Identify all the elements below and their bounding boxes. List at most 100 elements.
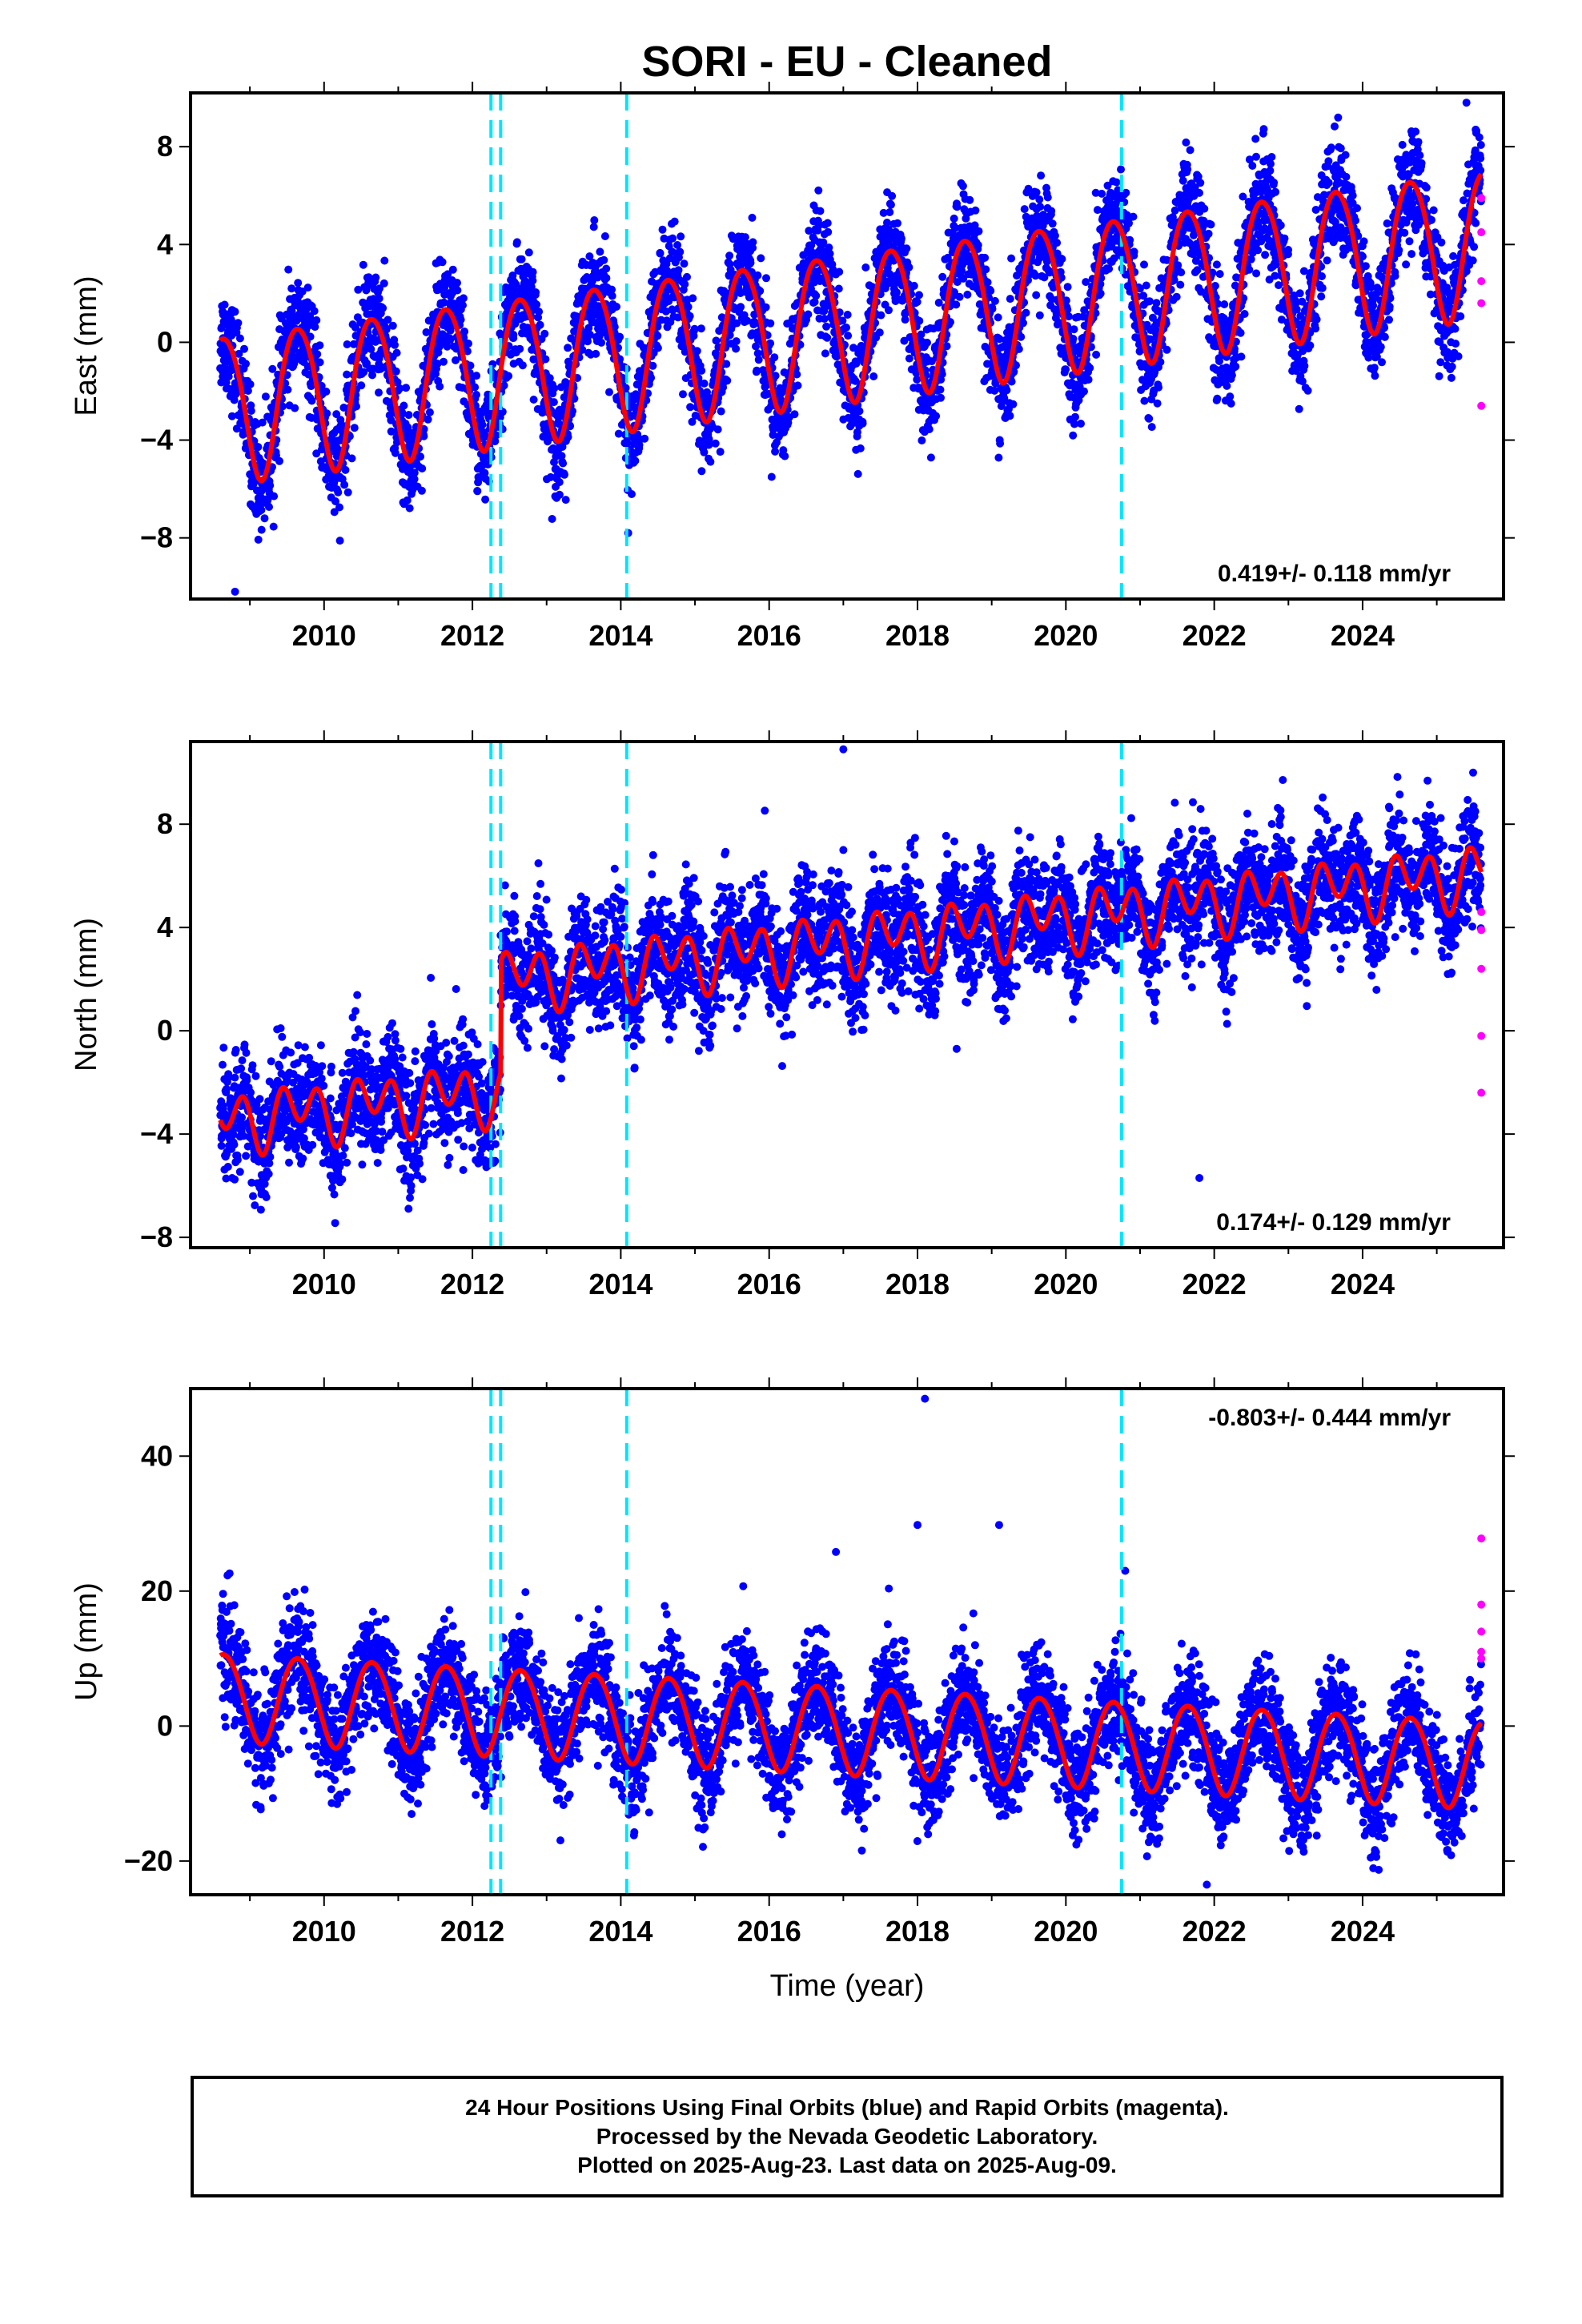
final-orbit-point <box>648 361 657 370</box>
final-orbit-point <box>269 522 278 531</box>
final-orbit-point <box>1342 172 1351 181</box>
final-orbit-point <box>550 384 559 392</box>
final-orbit-point <box>383 316 392 324</box>
final-orbit-point <box>725 331 734 340</box>
final-orbit-point <box>825 249 834 258</box>
final-orbit-point <box>1062 365 1070 374</box>
final-orbit-point <box>260 514 269 523</box>
final-orbit-point <box>835 267 844 276</box>
final-orbit-point <box>570 394 579 403</box>
final-orbit-point <box>1359 237 1368 246</box>
final-orbit-point <box>434 348 443 357</box>
final-orbit-point <box>1191 183 1199 191</box>
final-orbit-point <box>946 318 954 327</box>
final-orbit-point <box>444 270 452 279</box>
final-orbit-point <box>1351 216 1359 225</box>
final-orbit-point <box>725 251 734 260</box>
final-orbit-point <box>994 313 1002 322</box>
final-orbit-point <box>781 452 789 460</box>
final-orbit-point <box>1311 324 1320 333</box>
final-orbit-point <box>741 233 749 242</box>
final-orbit-point <box>1280 234 1289 243</box>
final-orbit-point <box>683 272 691 281</box>
final-orbit-point <box>988 304 997 313</box>
final-orbit-point <box>1324 179 1333 187</box>
final-orbit-point <box>1112 178 1121 187</box>
final-orbit-point <box>512 280 520 289</box>
final-orbit-point <box>756 287 765 296</box>
final-orbit-point <box>234 319 243 328</box>
final-orbit-point <box>1182 138 1191 147</box>
final-orbit-point <box>371 273 380 282</box>
final-orbit-point <box>303 362 312 371</box>
final-orbit-point <box>690 324 699 333</box>
final-orbit-point <box>858 419 867 428</box>
final-orbit-point <box>822 322 831 331</box>
final-orbit-point <box>995 335 1004 344</box>
final-orbit-point <box>352 402 360 411</box>
final-orbit-point <box>403 496 412 505</box>
final-orbit-point <box>548 515 556 523</box>
final-orbit-point <box>697 324 705 333</box>
final-orbit-point <box>546 472 555 481</box>
final-orbit-point <box>446 326 455 335</box>
final-orbit-point <box>1117 165 1125 174</box>
final-orbit-point <box>1317 292 1326 301</box>
final-orbit-point <box>1093 206 1102 215</box>
final-orbit-point <box>404 411 413 420</box>
final-orbit-point <box>231 308 239 316</box>
final-orbit-point <box>1080 306 1089 315</box>
final-orbit-point <box>757 254 765 263</box>
final-orbit-point <box>1236 328 1245 337</box>
final-orbit-point <box>981 253 990 262</box>
final-orbit-point <box>600 255 608 264</box>
final-orbit-point <box>1040 273 1049 282</box>
final-orbit-point <box>1174 261 1182 270</box>
final-orbit-point <box>900 336 909 345</box>
final-orbit-point <box>746 259 755 267</box>
final-orbit-point <box>658 225 667 234</box>
final-orbit-point <box>1331 122 1339 131</box>
final-orbit-point <box>568 407 576 416</box>
final-orbit-point <box>1298 377 1307 386</box>
final-orbit-point <box>1063 283 1072 292</box>
final-orbit-point <box>1299 267 1308 275</box>
final-orbit-point <box>532 288 540 296</box>
final-orbit-point <box>472 372 481 380</box>
final-orbit-point <box>1226 392 1235 401</box>
final-orbit-point <box>1270 179 1279 187</box>
final-orbit-point <box>901 316 909 324</box>
final-orbit-point <box>743 316 752 325</box>
final-orbit-point <box>705 435 713 444</box>
final-orbit-point <box>1313 193 1322 202</box>
final-orbit-point <box>886 200 895 209</box>
panel-east: 2010 2012 2014 2016 2018 2020 2022 2024840−4−8E… <box>70 82 1515 652</box>
final-orbit-point <box>1129 212 1138 221</box>
final-orbit-point <box>812 292 821 300</box>
final-orbit-point <box>909 281 918 290</box>
final-orbit-point <box>754 356 763 364</box>
final-orbit-point <box>605 388 613 396</box>
final-orbit-point <box>242 360 250 368</box>
final-orbit-point <box>463 347 472 356</box>
final-orbit-point <box>875 328 884 337</box>
final-orbit-point <box>343 370 351 379</box>
final-orbit-point <box>1057 273 1066 282</box>
final-orbit-point <box>453 286 462 295</box>
final-orbit-point <box>661 307 670 316</box>
final-orbit-point <box>823 333 832 342</box>
final-orbit-point <box>1022 308 1030 317</box>
final-orbit-point <box>387 427 396 436</box>
final-orbit-point <box>1220 300 1229 308</box>
final-orbit-point <box>879 208 888 217</box>
final-orbit-point <box>405 504 414 513</box>
final-orbit-point <box>608 292 616 300</box>
final-orbit-point <box>990 386 999 395</box>
final-orbit-point <box>294 279 303 287</box>
final-orbit-point <box>955 292 964 301</box>
final-orbit-point <box>283 371 291 380</box>
final-orbit-point <box>1063 305 1072 314</box>
final-orbit-point <box>1032 188 1041 197</box>
final-orbit-point <box>684 303 693 312</box>
final-orbit-point <box>656 249 665 258</box>
